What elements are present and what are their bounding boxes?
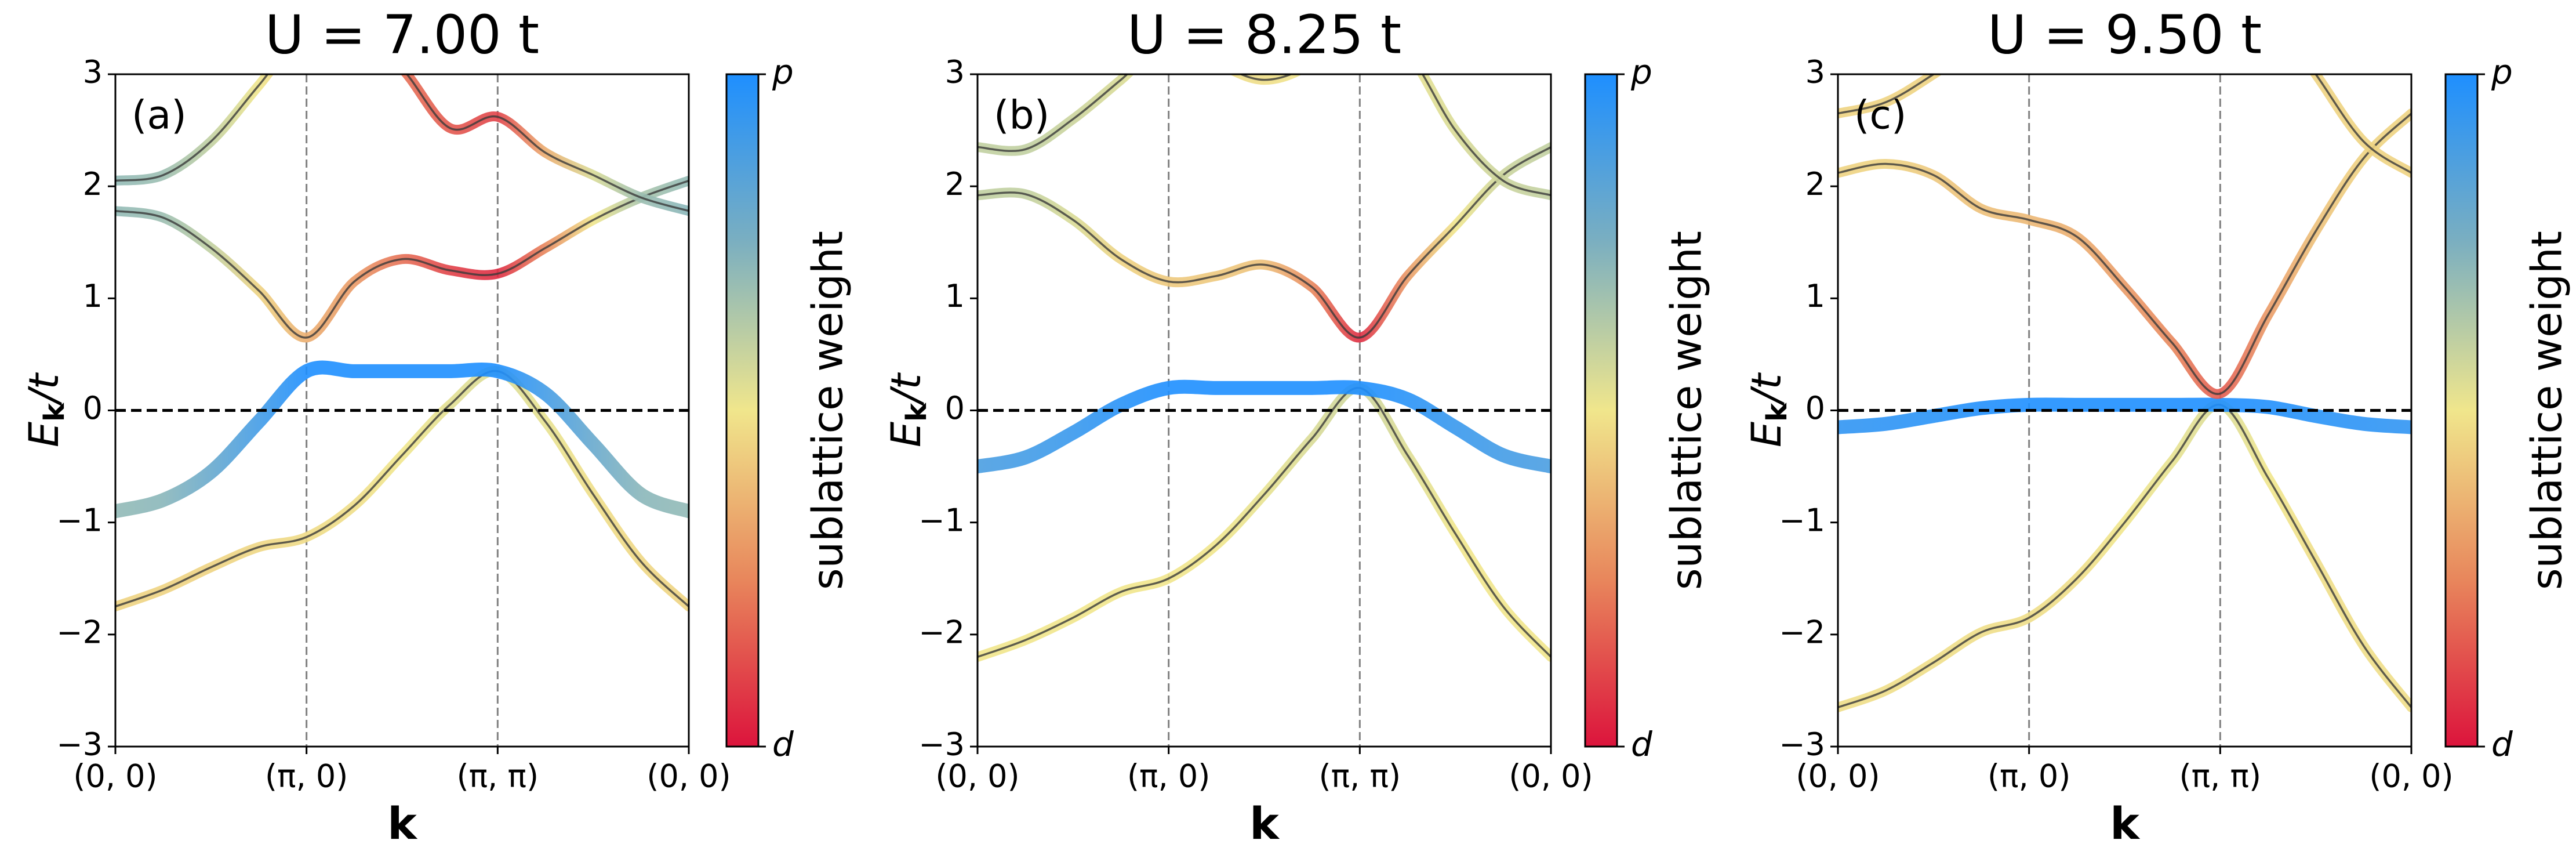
chart-title: U = 8.25 t [1127,3,1401,66]
panel-label: (b) [994,93,1049,139]
y-tick-label: 2 [83,166,103,202]
y-tick-label: 2 [945,166,965,202]
x-tick-label: (0, 0) [1796,758,1880,795]
chart-title: U = 7.00 t [265,3,539,66]
y-tick-label: 1 [83,278,103,314]
band-core [115,370,689,608]
x-tick-label: (0, 0) [1509,758,1593,795]
y-label-main: E [1743,421,1790,447]
band-core [1838,74,2411,174]
panel: −3 −2 −1 0 1 2 3 (0, 0) (π, 0) (π, π) (0, 0) U = 7.… [20,3,852,849]
x-tick-label: (0, 0) [646,758,731,795]
band-core [978,387,1551,658]
x-tick-label: (π, 0) [265,758,348,795]
band [978,142,1551,343]
y-tick-label: 0 [1805,390,1825,426]
y-tick-label: 0 [83,390,103,426]
y-tick-label: −1 [918,502,965,538]
colorbar-tick-label: p [1630,52,1652,92]
y-tick-label: 0 [945,390,965,426]
band [978,379,1551,474]
band [115,360,689,519]
colorbar [2444,73,2479,748]
colorbar-tick-label: d [1631,725,1653,764]
panel: −3 −2 −1 0 1 2 3 (0, 0) (π, 0) (π, π) (0, 0) U = 8.… [882,3,1711,849]
x-tick-label: (π, π) [2179,758,2262,795]
y-label-tail: /t [1743,372,1790,407]
y-tick-label: −2 [56,614,103,650]
x-tick-label: (π, π) [457,758,539,795]
x-tick-label: (π, 0) [1988,758,2070,795]
x-tick-label: (0, 0) [73,758,157,795]
x-tick-label: (0, 0) [2369,758,2453,795]
y-tick-label: −3 [56,726,103,763]
x-tick-label: (π, 0) [1127,758,1210,795]
chart-title: U = 9.50 t [1988,3,2262,66]
y-tick-label: 3 [1805,54,1825,90]
bands [115,74,689,612]
y-tick-label: −2 [918,614,965,650]
x-axis-label: k [1249,798,1280,849]
y-label-sub: k [1761,403,1793,422]
panel-label: (c) [1854,93,1906,139]
y-tick-label: −3 [918,726,965,763]
y-tick-label: −3 [1779,726,1825,763]
colorbar [1584,73,1618,748]
colorbar-tick-label: d [772,725,794,764]
x-axis-label: k [387,798,417,849]
y-tick-label: −1 [56,502,103,538]
y-tick-label: −2 [1779,614,1825,650]
colorbar-label: sublattice weight [804,231,852,590]
y-axis-label: Ek/t [20,372,71,447]
y-tick-label: 1 [945,278,965,314]
band-core [115,179,689,339]
band-core [115,74,689,212]
x-axis-label: k [2110,798,2140,849]
colorbar [725,73,760,748]
y-tick-label: 1 [1805,278,1825,314]
colorbar-label: sublattice weight [2523,231,2571,590]
y-tick-label: −1 [1779,502,1825,538]
bands [978,74,1551,662]
band-core [1838,113,2411,395]
colorbar-label: sublattice weight [1662,231,1711,590]
y-tick-label: 2 [1805,166,1825,202]
band [1838,400,2411,712]
y-tick-label: 3 [83,54,103,90]
x-tick-label: (π, π) [1319,758,1401,795]
band-core [1838,404,2411,709]
band-core [978,146,1551,339]
y-label-tail: /t [20,372,68,407]
y-label-sub: k [38,403,71,422]
panel-label: (a) [132,93,187,139]
colorbar-tick-label: d [2491,725,2513,764]
y-label-tail: /t [882,372,930,407]
y-tick-label: 3 [945,54,965,90]
band [1838,397,2411,434]
bands [1838,74,2411,712]
y-label-main: E [882,421,930,447]
band [1838,108,2411,399]
colorbar-tick-label: p [2491,52,2513,92]
panel: −3 −2 −1 0 1 2 3 (0, 0) (π, 0) (π, π) (0, 0) U = 9.… [1743,3,2571,849]
x-tick-label: (0, 0) [935,758,1019,795]
y-label-main: E [20,421,68,447]
y-axis-label: Ek/t [882,372,933,447]
band-core [978,74,1551,197]
y-label-sub: k [900,403,933,422]
colorbar-tick-label: p [772,52,794,92]
y-axis-label: Ek/t [1743,372,1793,447]
